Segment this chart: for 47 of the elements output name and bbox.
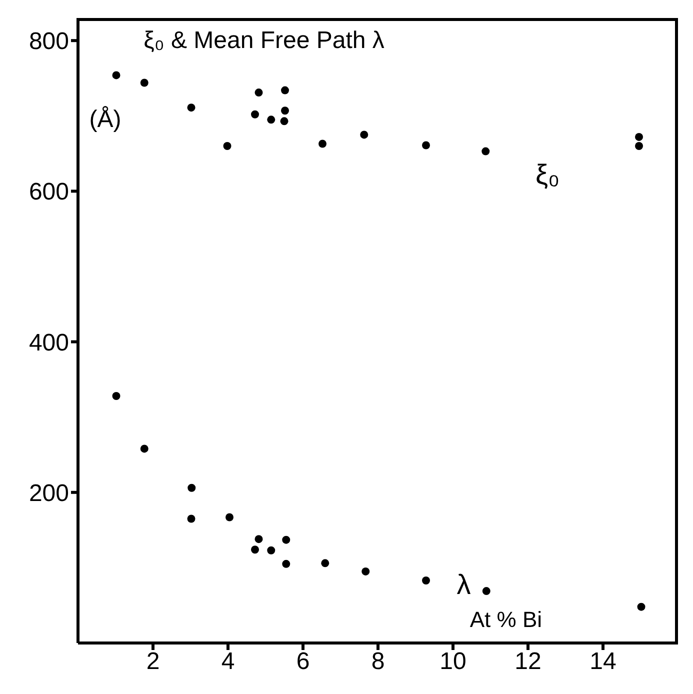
- point: [254, 88, 263, 97]
- y-tick-label: 200: [28, 480, 69, 507]
- x-tick-label: 4: [221, 648, 235, 676]
- point: [362, 567, 370, 576]
- point: [422, 141, 430, 150]
- point: [635, 132, 643, 141]
- point: [482, 587, 490, 596]
- chart-title: ξ₀ & Mean Free Path λ: [144, 27, 384, 54]
- point: [251, 546, 259, 554]
- point: [281, 106, 289, 115]
- point: [281, 86, 289, 94]
- point: [280, 117, 288, 126]
- series-label: λ: [456, 569, 471, 600]
- y-tick-label: 600: [28, 178, 69, 206]
- point: [282, 560, 290, 568]
- point: [140, 444, 148, 453]
- point: [321, 559, 330, 568]
- series-label: ξ₀: [536, 159, 560, 190]
- point: [226, 513, 234, 522]
- point: [223, 142, 232, 150]
- point: [187, 104, 196, 112]
- point: [635, 142, 643, 150]
- y-tick-label: 400: [28, 329, 69, 356]
- x-tick-label: 8: [371, 648, 385, 676]
- point: [251, 110, 259, 118]
- point: [422, 576, 430, 584]
- x-axis-title: At % Bi: [470, 607, 542, 632]
- point: [267, 116, 276, 124]
- x-tick-label: 6: [296, 648, 310, 676]
- point: [360, 130, 368, 139]
- point: [267, 546, 276, 554]
- y-axis-title: (Å): [89, 106, 122, 134]
- x-tick-label: 12: [514, 648, 542, 676]
- point: [112, 71, 120, 80]
- x-tick-label: 14: [590, 648, 616, 676]
- point: [318, 140, 326, 148]
- x-tick-label: 10: [440, 648, 466, 676]
- point: [188, 484, 196, 492]
- point: [482, 147, 490, 156]
- point: [140, 78, 148, 87]
- point: [112, 392, 120, 400]
- point: [254, 535, 263, 544]
- y-tick-label: 800: [28, 28, 69, 56]
- x-tick-label: 2: [146, 648, 160, 676]
- point: [637, 602, 646, 611]
- point: [187, 514, 196, 523]
- point: [282, 536, 290, 544]
